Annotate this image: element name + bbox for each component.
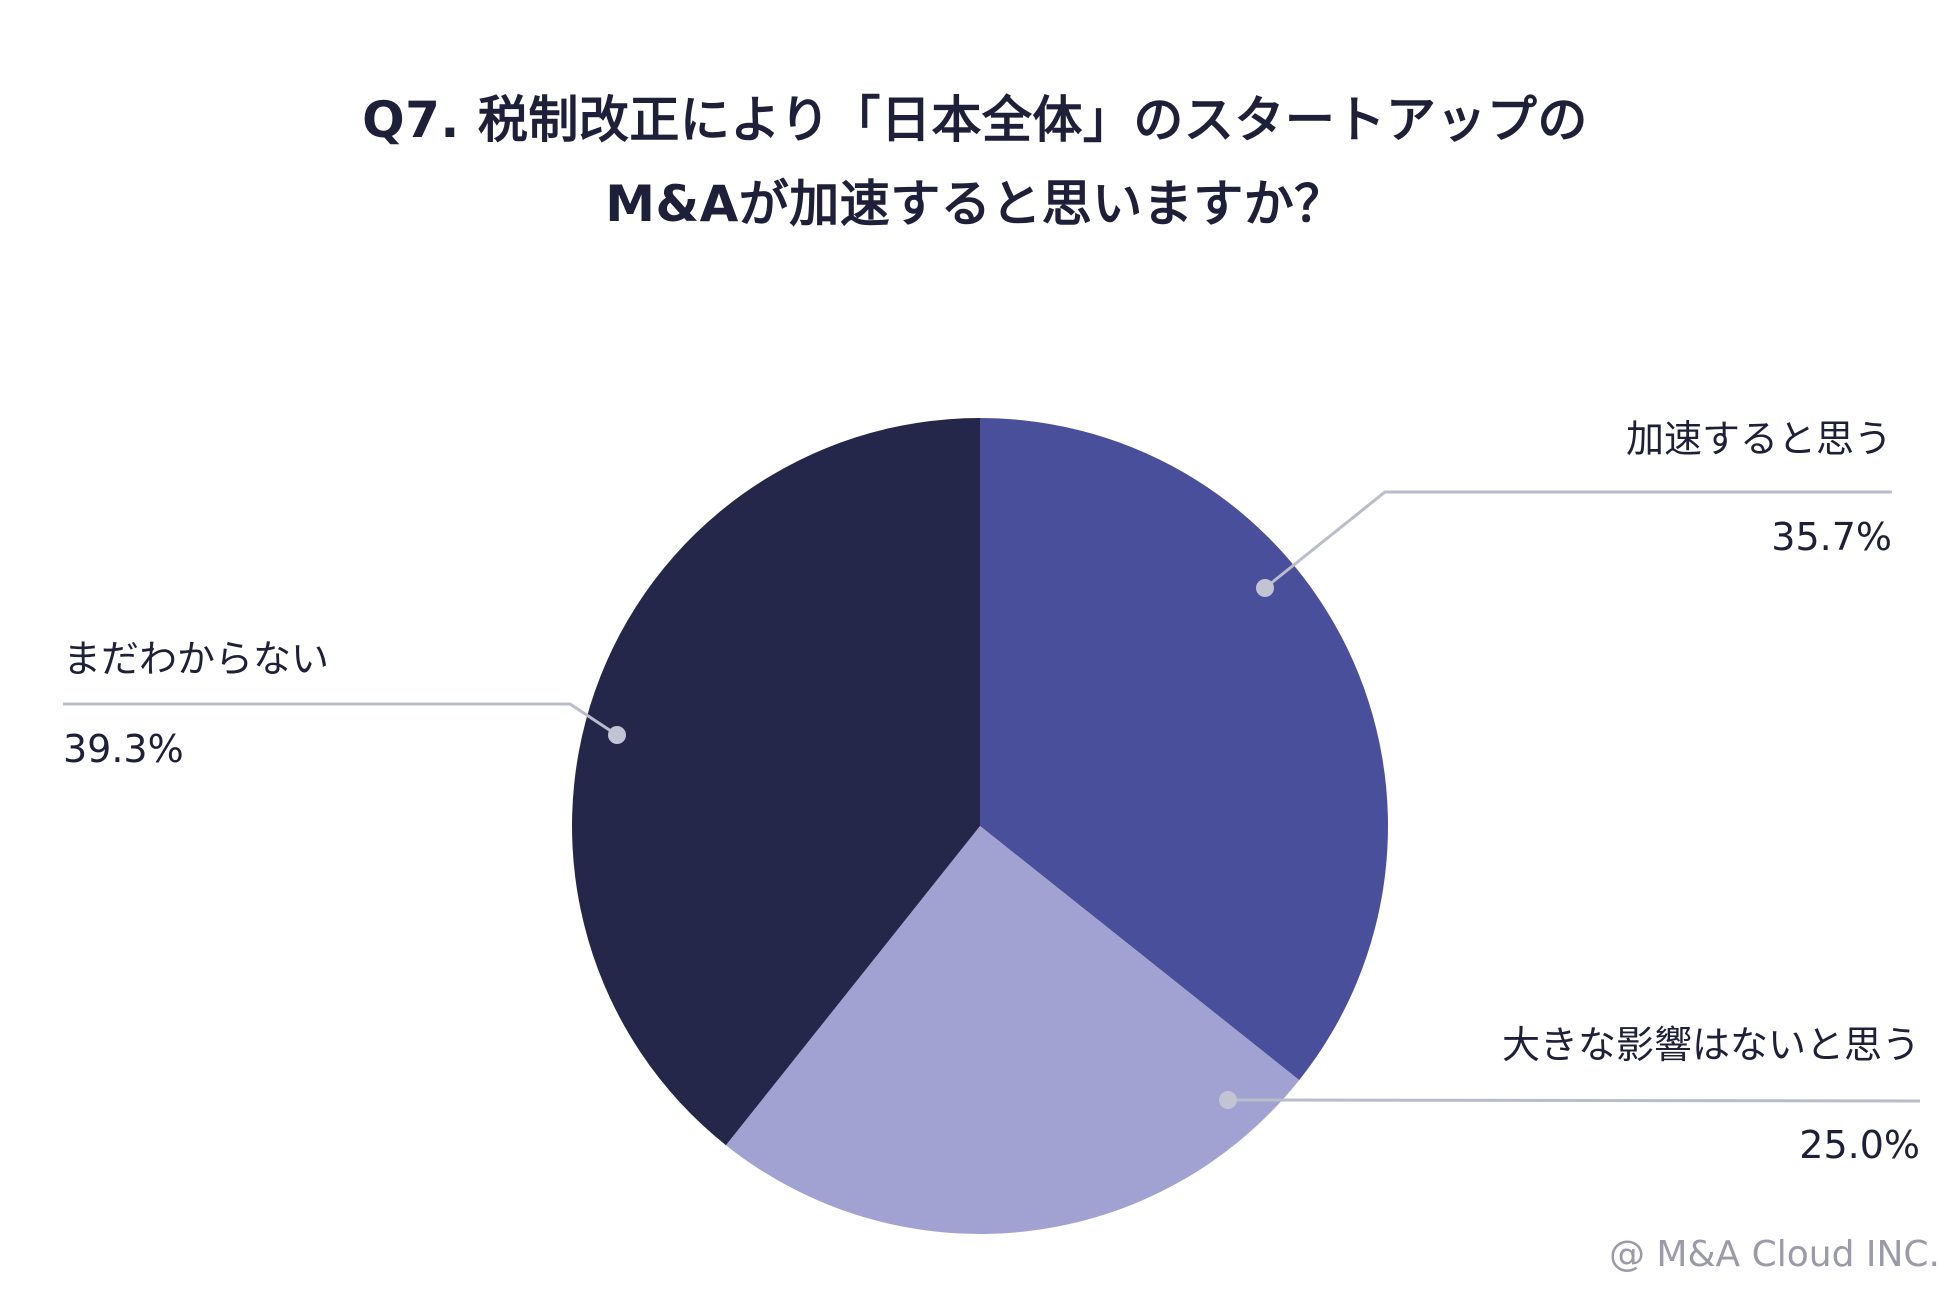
pie-slice-2 [571, 417, 980, 1146]
slice-label-2: まだわからない [63, 637, 329, 681]
slice-value-2: 39.3% [63, 727, 184, 771]
credit-text: @ M&A Cloud INC. [1608, 1234, 1940, 1275]
chart-title: Q7. 税制改正により「日本全体」のスタートアップの M&Aが加速すると思います… [0, 78, 1950, 246]
slice-labels: 加速すると思う 35.7% 大きな影響はないと思う 25.0% まだわからない 39.3% [63, 417, 1920, 1167]
chart-title-line-2: M&Aが加速すると思いますか？ [605, 175, 1345, 233]
leader-line-0 [1264, 490, 1892, 590]
leader-dot-1 [1219, 1091, 1237, 1109]
leader-line-1 [1227, 1098, 1921, 1103]
slice-value-0: 35.7% [1771, 515, 1892, 559]
leader-dot-2 [608, 726, 626, 744]
leader-line-2 [63, 702, 618, 737]
chart-title-line-1: Q7. 税制改正により「日本全体」のスタートアップの [362, 91, 1588, 149]
pie-slice-1 [725, 826, 1300, 1234]
slice-value-1: 25.0% [1799, 1123, 1920, 1167]
pie-slices [571, 417, 1388, 1234]
slice-label-0: 加速すると思う [1626, 417, 1892, 461]
leader-dot-0 [1256, 579, 1274, 597]
slice-label-1: 大きな影響はないと思う [1502, 1023, 1920, 1067]
leader-lines [63, 490, 1921, 1109]
pie-slice-0 [980, 418, 1388, 1081]
